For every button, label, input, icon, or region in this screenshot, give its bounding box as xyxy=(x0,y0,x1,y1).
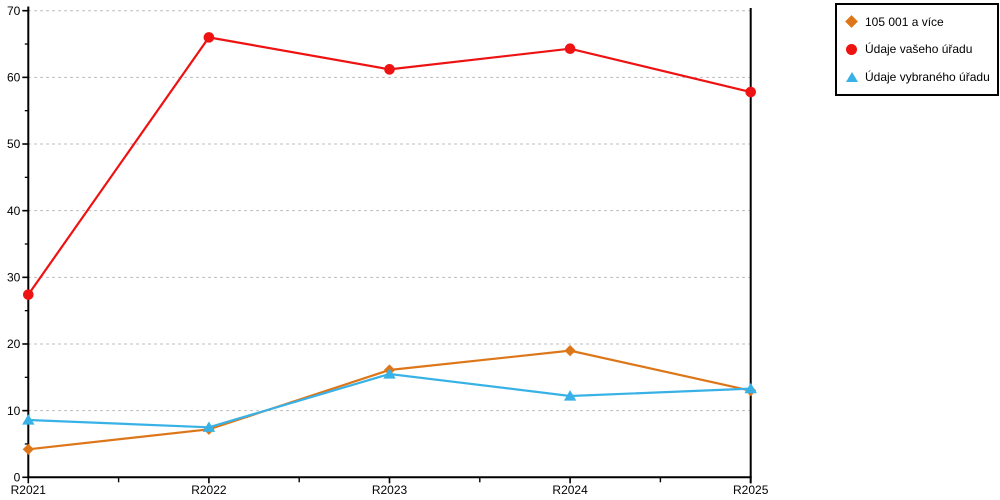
diamond-marker-icon xyxy=(845,15,858,29)
svg-text:40: 40 xyxy=(7,204,21,218)
svg-text:R2021: R2021 xyxy=(11,483,47,497)
svg-text:0: 0 xyxy=(14,471,21,485)
svg-text:R2024: R2024 xyxy=(552,483,588,497)
svg-text:50: 50 xyxy=(7,137,21,151)
svg-text:30: 30 xyxy=(7,271,21,285)
legend-item-udaje-vybraneho-uradu: Údaje vybraného úřadu xyxy=(845,71,993,83)
svg-text:R2025: R2025 xyxy=(733,483,769,497)
svg-text:60: 60 xyxy=(7,71,21,85)
legend-label: Údaje vybraného úřadu xyxy=(865,70,990,85)
svg-text:R2023: R2023 xyxy=(372,483,408,497)
svg-text:10: 10 xyxy=(7,404,21,418)
legend-label: 105 001 a více xyxy=(865,14,944,29)
circle-marker-icon xyxy=(846,43,857,55)
legend-item-105001-a-vice: 105 001 a více xyxy=(845,14,993,29)
triangle-marker-icon xyxy=(845,72,858,83)
svg-text:R2022: R2022 xyxy=(191,483,227,497)
legend-item-udaje-vaseho-uradu: Údaje vašeho úřadu xyxy=(845,43,993,55)
svg-text:70: 70 xyxy=(7,4,21,18)
legend-label: Údaje vašeho úřadu xyxy=(865,42,973,57)
svg-text:20: 20 xyxy=(7,337,21,351)
chart-legend: 105 001 a více Údaje vašeho úřadu Údaje … xyxy=(835,3,999,96)
